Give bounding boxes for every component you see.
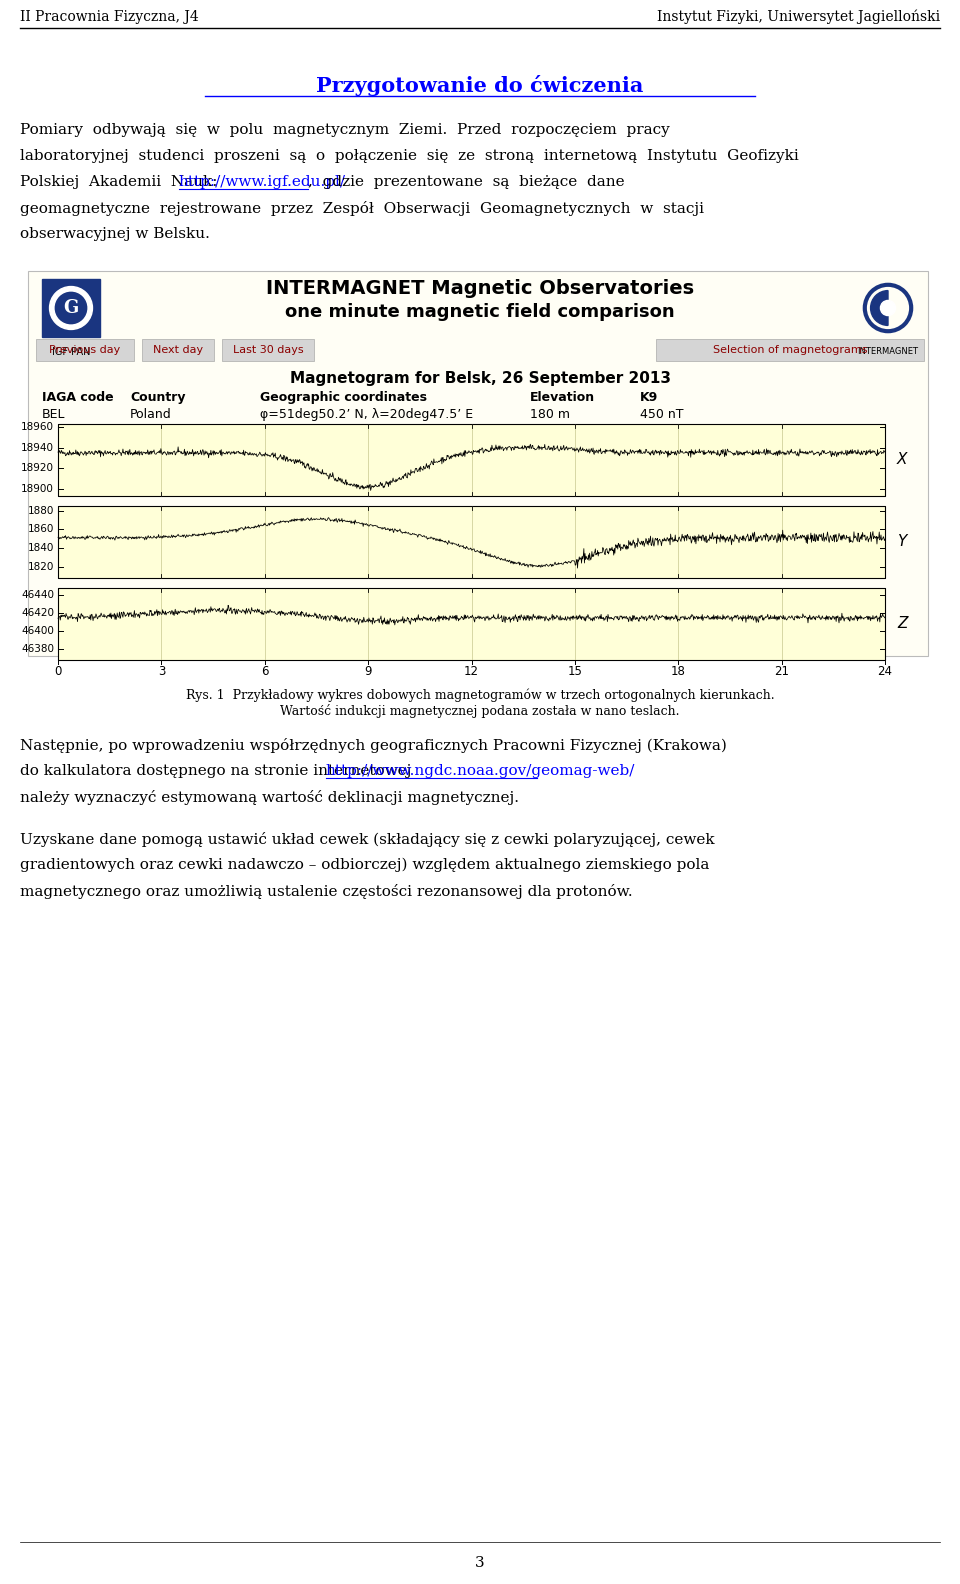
- Text: X: X: [897, 453, 907, 467]
- Text: Selection of magnetograms: Selection of magnetograms: [712, 345, 867, 355]
- Text: 1860: 1860: [28, 524, 54, 534]
- FancyBboxPatch shape: [42, 279, 100, 337]
- Text: 21: 21: [774, 665, 789, 678]
- Text: Geographic coordinates: Geographic coordinates: [260, 391, 427, 404]
- Text: Następnie, po wprowadzeniu współrzędnych geograficznych Pracowni Fizycznej (Krak: Następnie, po wprowadzeniu współrzędnych…: [20, 738, 727, 752]
- Circle shape: [50, 287, 92, 329]
- FancyBboxPatch shape: [142, 339, 214, 361]
- Text: Poland: Poland: [130, 409, 172, 421]
- Text: http://www.ngdc.noaa.gov/geomag-web/: http://www.ngdc.noaa.gov/geomag-web/: [325, 763, 636, 778]
- Text: http://www.igf.edu.pl/: http://www.igf.edu.pl/: [179, 174, 346, 188]
- Text: Next day: Next day: [153, 345, 204, 355]
- Text: 180 m: 180 m: [530, 409, 570, 421]
- FancyBboxPatch shape: [58, 505, 885, 578]
- Text: 18920: 18920: [21, 463, 54, 474]
- Text: 46440: 46440: [21, 591, 54, 600]
- Text: 18960: 18960: [21, 421, 54, 432]
- Text: 1820: 1820: [28, 562, 54, 572]
- Text: Instytut Fizyki, Uniwersytet Jagielloński: Instytut Fizyki, Uniwersytet Jagiellońsk…: [657, 10, 940, 24]
- Text: BEL: BEL: [42, 409, 65, 421]
- Text: Rys. 1  Przykładowy wykres dobowych magnetogramów w trzech ortogonalnych kierunk: Rys. 1 Przykładowy wykres dobowych magne…: [185, 687, 775, 702]
- Text: ,  gdzie  prezentowane  są  bieżące  dane: , gdzie prezentowane są bieżące dane: [308, 174, 625, 188]
- Text: laboratoryjnej  studenci  proszeni  są  o  połączenie  się  ze  stroną  internet: laboratoryjnej studenci proszeni są o po…: [20, 149, 799, 163]
- Text: Polskiej  Akademii  Nauk:: Polskiej Akademii Nauk:: [20, 174, 228, 188]
- Text: do kalkulatora dostępnego na stronie internetowej: do kalkulatora dostępnego na stronie int…: [20, 763, 426, 778]
- Text: Last 30 days: Last 30 days: [232, 345, 303, 355]
- Text: IGF PAN: IGF PAN: [52, 347, 90, 356]
- FancyBboxPatch shape: [656, 339, 924, 361]
- Text: G: G: [63, 299, 79, 317]
- Text: 18940: 18940: [21, 442, 54, 453]
- Text: Country: Country: [130, 391, 185, 404]
- FancyBboxPatch shape: [28, 271, 928, 656]
- Text: 18900: 18900: [21, 483, 54, 494]
- Text: 450 nT: 450 nT: [640, 409, 684, 421]
- Text: 24: 24: [877, 665, 893, 678]
- Text: geomagnetyczne  rejestrowane  przez  Zespół  Obserwacji  Geomagnetycznych  w  st: geomagnetyczne rejestrowane przez Zespół…: [20, 201, 704, 215]
- Text: 46420: 46420: [21, 608, 54, 618]
- Text: 46380: 46380: [21, 645, 54, 654]
- Circle shape: [880, 301, 896, 315]
- Text: INTERMAGNET: INTERMAGNET: [857, 347, 919, 356]
- Text: 3: 3: [475, 1555, 485, 1570]
- Text: należy wyznaczyć estymowaną wartość deklinacji magnetycznej.: należy wyznaczyć estymowaną wartość dekl…: [20, 790, 519, 805]
- Text: φ=51deg50.2’ N, λ=20deg47.5’ E: φ=51deg50.2’ N, λ=20deg47.5’ E: [260, 409, 473, 421]
- Text: 1840: 1840: [28, 543, 54, 553]
- Text: INTERMAGNET Magnetic Observatories: INTERMAGNET Magnetic Observatories: [266, 279, 694, 298]
- Text: 12: 12: [464, 665, 479, 678]
- Text: 3: 3: [157, 665, 165, 678]
- Text: Wartość indukcji magnetycznej podana została w nano teslach.: Wartość indukcji magnetycznej podana zos…: [280, 703, 680, 718]
- Text: Elevation: Elevation: [530, 391, 595, 404]
- Text: 0: 0: [55, 665, 61, 678]
- Text: Magnetogram for Belsk, 26 September 2013: Magnetogram for Belsk, 26 September 2013: [290, 371, 670, 386]
- Text: II Pracownia Fizyczna, J4: II Pracownia Fizyczna, J4: [20, 10, 199, 24]
- FancyBboxPatch shape: [222, 339, 314, 361]
- Text: Uzyskane dane pomogą ustawić układ cewek (składający się z cewki polaryzującej, : Uzyskane dane pomogą ustawić układ cewek…: [20, 832, 714, 847]
- Text: IAGA code: IAGA code: [42, 391, 113, 404]
- Text: 1880: 1880: [28, 505, 54, 516]
- Text: 18: 18: [671, 665, 685, 678]
- Text: magnetycznego oraz umożliwią ustalenie częstości rezonansowej dla protonów.: magnetycznego oraz umożliwią ustalenie c…: [20, 884, 633, 900]
- Wedge shape: [871, 290, 888, 325]
- Text: one minute magnetic field comparison: one minute magnetic field comparison: [285, 303, 675, 322]
- Text: 15: 15: [567, 665, 583, 678]
- FancyBboxPatch shape: [58, 425, 885, 496]
- Circle shape: [56, 293, 86, 323]
- Text: obserwacyjnej w Belsku.: obserwacyjnej w Belsku.: [20, 227, 210, 241]
- Text: 46400: 46400: [21, 626, 54, 637]
- Text: Previous day: Previous day: [49, 345, 121, 355]
- Text: 6: 6: [261, 665, 269, 678]
- FancyBboxPatch shape: [58, 588, 885, 661]
- FancyBboxPatch shape: [36, 339, 134, 361]
- Text: gradientowych oraz cewki nadawczo – odbiorczej) względem aktualnego ziemskiego p: gradientowych oraz cewki nadawczo – odbi…: [20, 859, 709, 873]
- Text: 9: 9: [365, 665, 372, 678]
- Text: Y: Y: [897, 534, 906, 550]
- Text: Z: Z: [897, 616, 907, 632]
- Text: Pomiary  odbywają  się  w  polu  magnetycznym  Ziemi.  Przed  rozpoczęciem  prac: Pomiary odbywają się w polu magnetycznym…: [20, 124, 670, 136]
- Text: K9: K9: [640, 391, 659, 404]
- Text: Przygotowanie do ćwiczenia: Przygotowanie do ćwiczenia: [316, 74, 644, 97]
